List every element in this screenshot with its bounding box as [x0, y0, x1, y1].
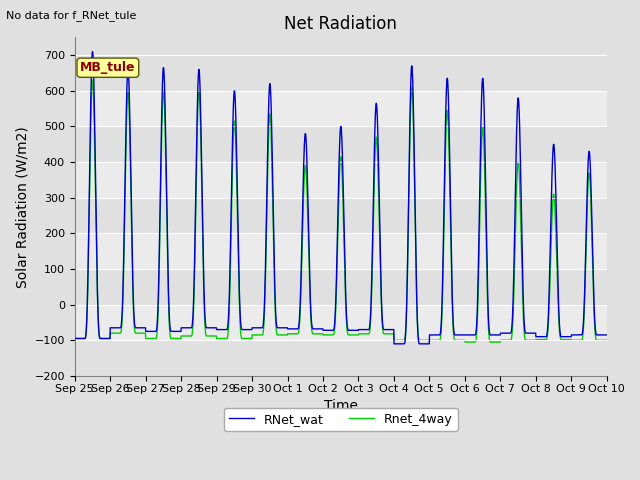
X-axis label: Time: Time — [324, 399, 358, 413]
Rnet_4way — [89, 77, 97, 83]
Text: MB_tule: MB_tule — [80, 61, 136, 74]
Rnet_4way — [603, 337, 611, 343]
Rnet_4way — [495, 339, 503, 345]
Bar — [75, 91, 607, 126]
Rnet_4way — [71, 336, 79, 341]
Rnet_4way — [556, 334, 564, 339]
RNet_wat — [603, 332, 611, 338]
RNet_wat — [220, 327, 227, 333]
Line: RNet_wat: RNet_wat — [75, 51, 607, 344]
Bar — [75, 162, 607, 198]
Rnet_4way — [220, 336, 227, 341]
RNet_wat — [556, 330, 564, 336]
RNet_wat — [390, 341, 398, 347]
Line: Rnet_4way: Rnet_4way — [75, 80, 607, 342]
RNet_wat — [368, 281, 376, 287]
Text: No data for f_RNet_tule: No data for f_RNet_tule — [6, 10, 137, 21]
RNet_wat — [71, 336, 79, 341]
Y-axis label: Solar Radiation (W/m2): Solar Radiation (W/m2) — [15, 126, 29, 288]
RNet_wat — [89, 48, 97, 54]
Rnet_4way — [356, 331, 364, 337]
Rnet_4way — [571, 337, 579, 343]
Bar — [75, 305, 607, 340]
Bar — [75, 233, 607, 269]
RNet_wat — [571, 332, 579, 338]
Rnet_4way — [368, 291, 376, 297]
RNet_wat — [495, 332, 503, 338]
Rnet_4way — [461, 339, 469, 345]
Legend: RNet_wat, Rnet_4way: RNet_wat, Rnet_4way — [224, 408, 458, 431]
Title: Net Radiation: Net Radiation — [284, 15, 397, 33]
RNet_wat — [356, 327, 364, 333]
